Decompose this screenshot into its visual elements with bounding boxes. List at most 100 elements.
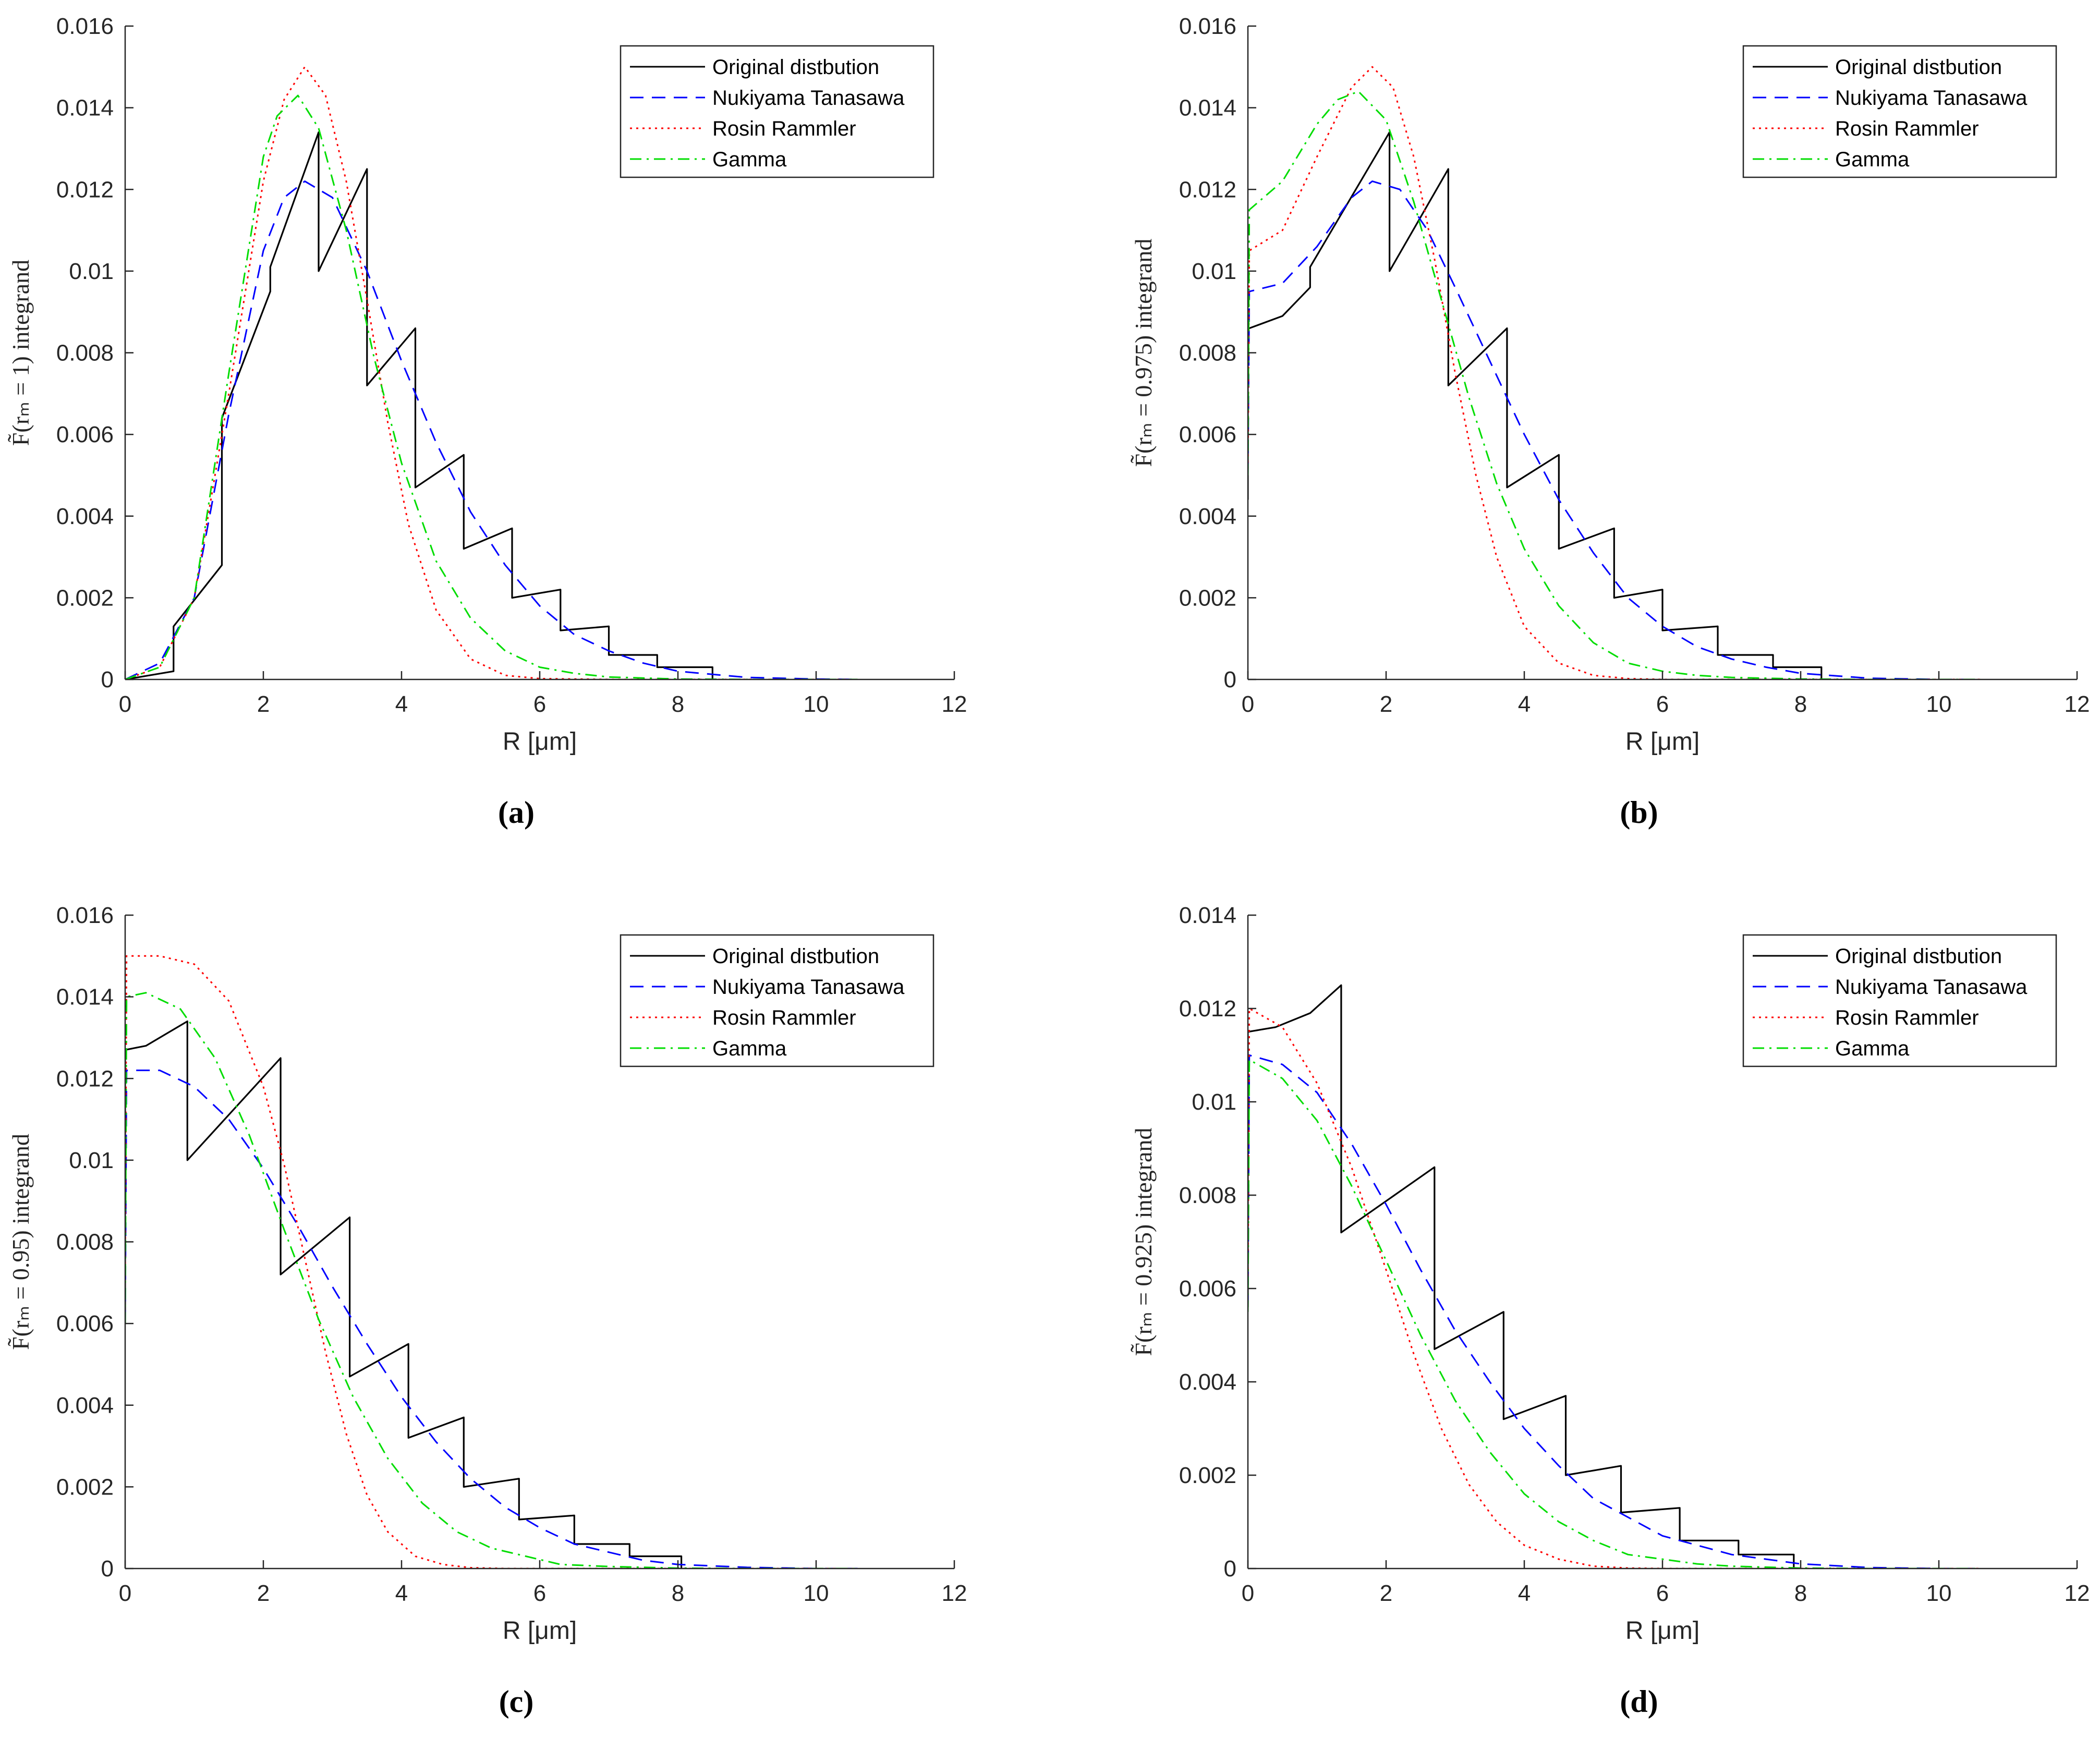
legend-label: Gamma xyxy=(1835,1037,1910,1060)
y-tick-label: 0.016 xyxy=(56,903,114,928)
legend-label: Nukiyama Tanasawa xyxy=(712,87,905,110)
x-tick-label: 6 xyxy=(533,1581,546,1606)
y-tick-label: 0.002 xyxy=(56,1474,114,1500)
x-tick-label: 6 xyxy=(533,691,546,717)
series-line-solid xyxy=(1248,131,1823,679)
legend-label: Original distbution xyxy=(712,945,879,968)
series-line-dotted xyxy=(1248,66,1981,679)
panel-caption: (b) xyxy=(1620,795,1658,830)
y-axis-label: F̃(rₘ = 0.925) integrand xyxy=(1130,1128,1157,1356)
x-tick-label: 12 xyxy=(942,691,967,717)
y-tick-label: 0.014 xyxy=(56,985,114,1010)
x-tick-label: 2 xyxy=(257,691,270,717)
legend-label: Rosin Rammler xyxy=(1835,1006,1979,1029)
y-tick-label: 0.006 xyxy=(1179,422,1236,447)
series-line-dotted xyxy=(125,955,858,1569)
x-tick-label: 0 xyxy=(119,691,131,717)
x-tick-label: 6 xyxy=(1656,1581,1669,1606)
chart-panel-1: 0 2 4 6 8 10 12 0 0.002 0.004 0.006 0.008 0.01 0.012 0… xyxy=(7,14,967,830)
legend-label: Gamma xyxy=(712,148,787,171)
y-tick-label: 0.004 xyxy=(1179,504,1236,529)
y-tick-label: 0 xyxy=(1224,1556,1236,1582)
y-tick-label: 0.016 xyxy=(56,14,114,39)
series-line-dashdot xyxy=(1248,90,1981,679)
x-tick-label: 12 xyxy=(2065,1581,2090,1606)
y-tick-label: 0.016 xyxy=(1179,14,1236,39)
x-tick-label: 2 xyxy=(257,1581,270,1606)
legend-label: Original distbution xyxy=(1835,56,2002,79)
x-tick-label: 8 xyxy=(672,691,684,717)
x-tick-label: 6 xyxy=(1656,691,1669,717)
legend-label: Gamma xyxy=(1835,148,1910,171)
y-axis-label: F̃(rₘ = 1) integrand xyxy=(7,260,34,446)
chart-panel-2: 0 2 4 6 8 10 12 0 0.002 0.004 0.006 0.008 0.01 0.012 0… xyxy=(1130,14,2090,830)
y-tick-label: 0.008 xyxy=(56,1230,114,1255)
y-tick-label: 0.002 xyxy=(1179,1463,1236,1488)
y-tick-label: 0 xyxy=(101,667,114,692)
chart-panel-3: 0 2 4 6 8 10 12 0 0.002 0.004 0.006 0.008 0.01 0.012 0… xyxy=(7,903,967,1719)
legend-box xyxy=(1742,45,2057,178)
series-line-solid xyxy=(1248,984,1795,1569)
legend-label: Nukiyama Tanasawa xyxy=(1835,87,2028,110)
series-line-dashdot xyxy=(125,94,858,679)
x-tick-label: 12 xyxy=(942,1581,967,1606)
y-tick-label: 0.012 xyxy=(1179,177,1236,202)
x-tick-label: 0 xyxy=(119,1581,131,1606)
y-tick-label: 0.01 xyxy=(1192,259,1236,284)
legend-label: Nukiyama Tanasawa xyxy=(1835,976,2028,999)
y-tick-label: 0 xyxy=(101,1556,114,1582)
y-tick-label: 0.014 xyxy=(1179,95,1236,121)
x-tick-label: 4 xyxy=(1518,1581,1531,1606)
legend-label: Original distbution xyxy=(1835,945,2002,968)
x-tick-label: 4 xyxy=(395,691,408,717)
legend: Original distbution Nukiyama Tanasawa Rosi… xyxy=(620,45,934,178)
series-line-dashed xyxy=(1248,1054,1981,1569)
x-tick-label: 4 xyxy=(1518,691,1531,717)
y-tick-label: 0.006 xyxy=(56,1311,114,1336)
y-tick-label: 0 xyxy=(1224,667,1236,692)
legend-label: Rosin Rammler xyxy=(1835,117,1979,140)
y-tick-label: 0.012 xyxy=(1179,996,1236,1022)
x-tick-label: 8 xyxy=(672,1581,684,1606)
legend-box xyxy=(1742,934,2057,1067)
y-tick-label: 0.012 xyxy=(56,177,114,202)
series-line-solid xyxy=(125,131,713,679)
x-axis-label: R [μm] xyxy=(503,728,577,756)
panel-caption: (d) xyxy=(1620,1684,1658,1719)
y-tick-label: 0.014 xyxy=(56,95,114,121)
chart-panel-4: 0 2 4 6 8 10 12 0 0.002 0.004 0.006 0.008 0.01 0.012 0… xyxy=(1130,903,2090,1719)
legend: Original distbution Nukiyama Tanasawa Rosi… xyxy=(1742,45,2057,178)
y-tick-label: 0.002 xyxy=(56,585,114,611)
series-line-dashed xyxy=(125,180,858,679)
x-axis-label: R [μm] xyxy=(1625,728,1700,756)
y-tick-label: 0.006 xyxy=(1179,1276,1236,1302)
y-tick-label: 0.008 xyxy=(1179,341,1236,366)
x-axis-label: R [μm] xyxy=(1625,1617,1700,1645)
y-tick-label: 0.004 xyxy=(56,1393,114,1418)
legend-label: Gamma xyxy=(712,1037,787,1060)
y-tick-label: 0.004 xyxy=(56,504,114,529)
series-line-dotted xyxy=(1248,1007,1981,1569)
y-tick-label: 0.01 xyxy=(1192,1089,1236,1115)
legend-box xyxy=(620,934,934,1067)
y-tick-label: 0.008 xyxy=(56,341,114,366)
x-tick-label: 10 xyxy=(804,691,829,717)
y-axis-label: F̃(rₘ = 0.95) integrand xyxy=(7,1134,34,1350)
y-axis-label: F̃(rₘ = 0.975) integrand xyxy=(1130,239,1157,467)
x-tick-label: 10 xyxy=(804,1581,829,1606)
panel-caption: (a) xyxy=(498,795,535,830)
legend-label: Original distbution xyxy=(712,56,879,79)
x-tick-label: 0 xyxy=(1242,691,1254,717)
series-line-dashed xyxy=(125,1069,858,1569)
y-tick-label: 0.002 xyxy=(1179,585,1236,611)
x-tick-label: 4 xyxy=(395,1581,408,1606)
legend: Original distbution Nukiyama Tanasawa Rosi… xyxy=(1742,934,2057,1067)
y-tick-label: 0.008 xyxy=(1179,1183,1236,1208)
x-tick-label: 2 xyxy=(1380,691,1392,717)
series-line-solid xyxy=(125,1020,683,1569)
legend-box xyxy=(620,45,934,178)
panel-caption: (c) xyxy=(499,1684,534,1719)
y-tick-label: 0.012 xyxy=(56,1066,114,1091)
y-tick-label: 0.01 xyxy=(69,259,114,284)
